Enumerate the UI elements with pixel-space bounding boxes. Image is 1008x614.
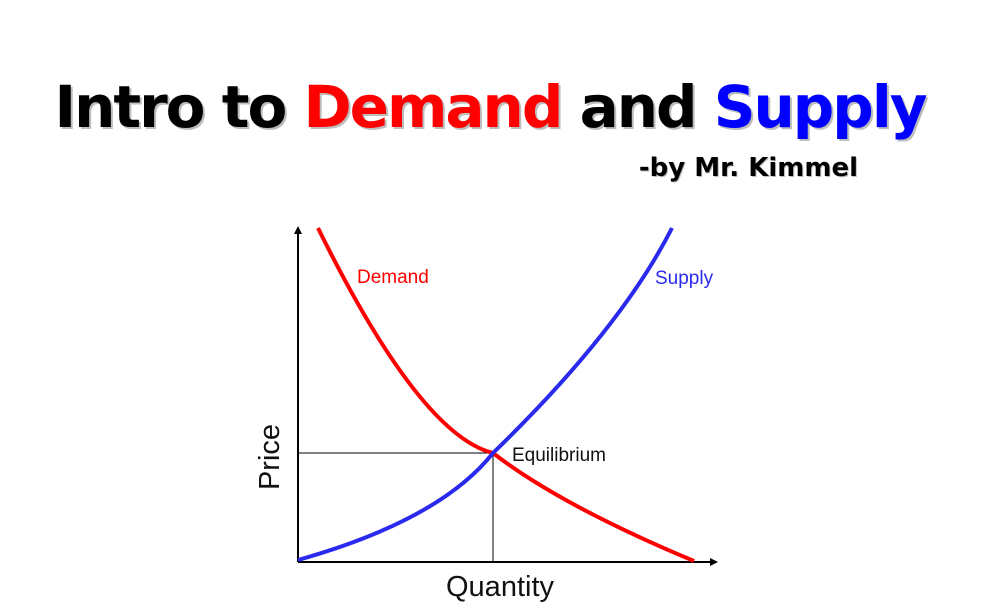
page-title: Intro to Demand and Supply bbox=[0, 78, 980, 136]
equilibrium-label: Equilibrium bbox=[512, 445, 606, 466]
supply-curve bbox=[297, 227, 674, 562]
y-axis-label: Price bbox=[254, 424, 286, 490]
title-and: and bbox=[561, 73, 714, 141]
author-byline: -by Mr. Kimmel bbox=[638, 153, 858, 183]
demand-curve-label: Demand bbox=[357, 267, 429, 288]
title-intro: Intro to bbox=[54, 73, 304, 141]
x-axis-label: Quantity bbox=[446, 571, 554, 603]
supply-curve-label: Supply bbox=[655, 268, 714, 289]
title-supply-word: Supply bbox=[713, 73, 928, 141]
title-demand-word: Demand bbox=[303, 73, 564, 141]
